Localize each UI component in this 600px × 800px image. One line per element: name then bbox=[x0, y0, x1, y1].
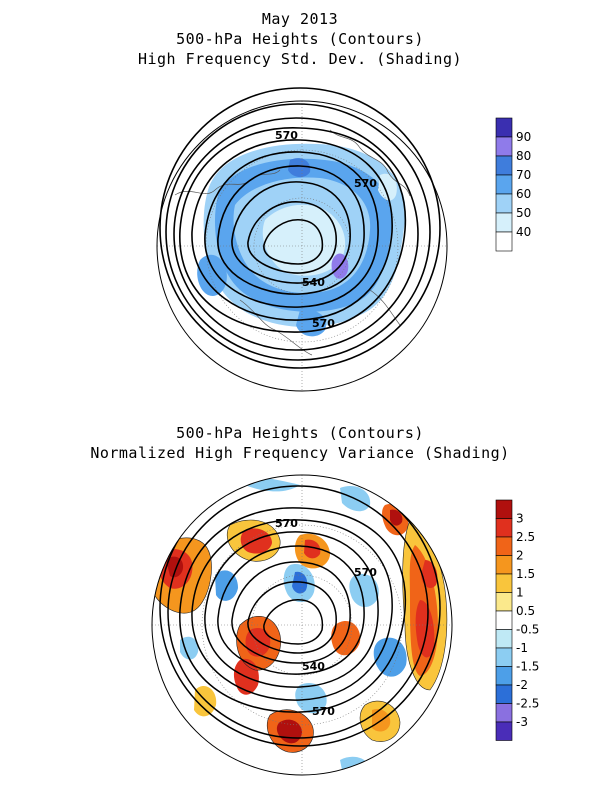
contour-label: 540 bbox=[302, 660, 325, 673]
title-line-contours: 500-hPa Heights (Contours) bbox=[176, 30, 424, 48]
colorbar-tick-label: -2 bbox=[516, 678, 528, 692]
colorbar-tick-label: 70 bbox=[516, 168, 531, 182]
colorbar-tick-label: -1.5 bbox=[516, 660, 539, 674]
colorbar-tick-label: -3 bbox=[516, 715, 528, 729]
colorbar-segment bbox=[495, 592, 513, 612]
colorbar-tick-label: 1 bbox=[516, 586, 524, 600]
colorbar-segment bbox=[495, 193, 513, 214]
contour-label: 570 bbox=[312, 317, 335, 330]
colorbar-tick-label: 1.5 bbox=[516, 567, 535, 581]
bottom-graticule bbox=[152, 475, 452, 775]
colorbar-tick-label: 40 bbox=[516, 225, 531, 239]
contour-label: 570 bbox=[354, 177, 377, 190]
top-panel-title: May 2013 500-hPa Heights (Contours) High… bbox=[0, 9, 600, 69]
colorbar-segment bbox=[495, 155, 513, 176]
colorbar-segment bbox=[495, 629, 513, 649]
top-map-border bbox=[156, 100, 448, 392]
title-line-date: May 2013 bbox=[261, 10, 339, 28]
top-height-contours bbox=[159, 87, 441, 369]
colorbar-segment bbox=[495, 647, 513, 667]
bottom-polar-map: 570 570 540 570 bbox=[151, 474, 453, 776]
colorbar-segment bbox=[495, 499, 513, 519]
title-line-shading: Normalized High Frequency Variance (Shad… bbox=[90, 444, 510, 462]
bottom-height-contours bbox=[159, 475, 441, 747]
colorbar-segment bbox=[495, 721, 513, 741]
top-polar-map: 570 570 540 570 bbox=[156, 87, 448, 392]
colorbar-segment bbox=[495, 536, 513, 556]
colorbar-segment bbox=[495, 666, 513, 686]
colorbar-segment bbox=[495, 212, 513, 233]
colorbar-tick-label: 60 bbox=[516, 187, 531, 201]
colorbar-tick-label: 2.5 bbox=[516, 530, 535, 544]
colorbar-segment bbox=[495, 703, 513, 723]
contour-label: 540 bbox=[302, 276, 325, 289]
title-line-contours: 500-hPa Heights (Contours) bbox=[176, 424, 424, 442]
title-line-shading: High Frequency Std. Dev. (Shading) bbox=[137, 50, 463, 68]
top-coastlines bbox=[174, 129, 411, 356]
colorbar-segment bbox=[495, 610, 513, 630]
contour-label: 570 bbox=[312, 705, 335, 718]
colorbar-segment bbox=[495, 231, 513, 252]
top-colorbar: 90 80 70 60 50 40 bbox=[495, 117, 531, 252]
bottom-colorbar: 3 2.5 2 1.5 1 0.5 -0.5 -1 -1.5 -2 -2.5 -3 bbox=[495, 499, 539, 741]
colorbar-tick-label: 80 bbox=[516, 149, 531, 163]
top-std-dev-shading bbox=[197, 143, 406, 337]
colorbar-segment bbox=[495, 174, 513, 195]
contour-label: 570 bbox=[275, 517, 298, 530]
bottom-panel-title: 500-hPa Heights (Contours) Normalized Hi… bbox=[0, 423, 600, 463]
colorbar-tick-label: -1 bbox=[516, 641, 528, 655]
colorbar-segment bbox=[495, 573, 513, 593]
colorbar-tick-label: -0.5 bbox=[516, 623, 539, 637]
colorbar-segment bbox=[495, 117, 513, 138]
colorbar-tick-label: 90 bbox=[516, 130, 531, 144]
bottom-map-border bbox=[151, 474, 453, 776]
colorbar-tick-label: -2.5 bbox=[516, 697, 539, 711]
colorbar-segment bbox=[495, 555, 513, 575]
contour-label: 570 bbox=[354, 566, 377, 579]
contour-label: 570 bbox=[275, 129, 298, 142]
colorbar-segment bbox=[495, 136, 513, 157]
colorbar-tick-label: 50 bbox=[516, 206, 531, 220]
colorbar-tick-label: 0.5 bbox=[516, 604, 535, 618]
colorbar-segment bbox=[495, 684, 513, 704]
colorbar-tick-label: 2 bbox=[516, 549, 524, 563]
colorbar-segment bbox=[495, 518, 513, 538]
colorbar-tick-label: 3 bbox=[516, 512, 524, 526]
